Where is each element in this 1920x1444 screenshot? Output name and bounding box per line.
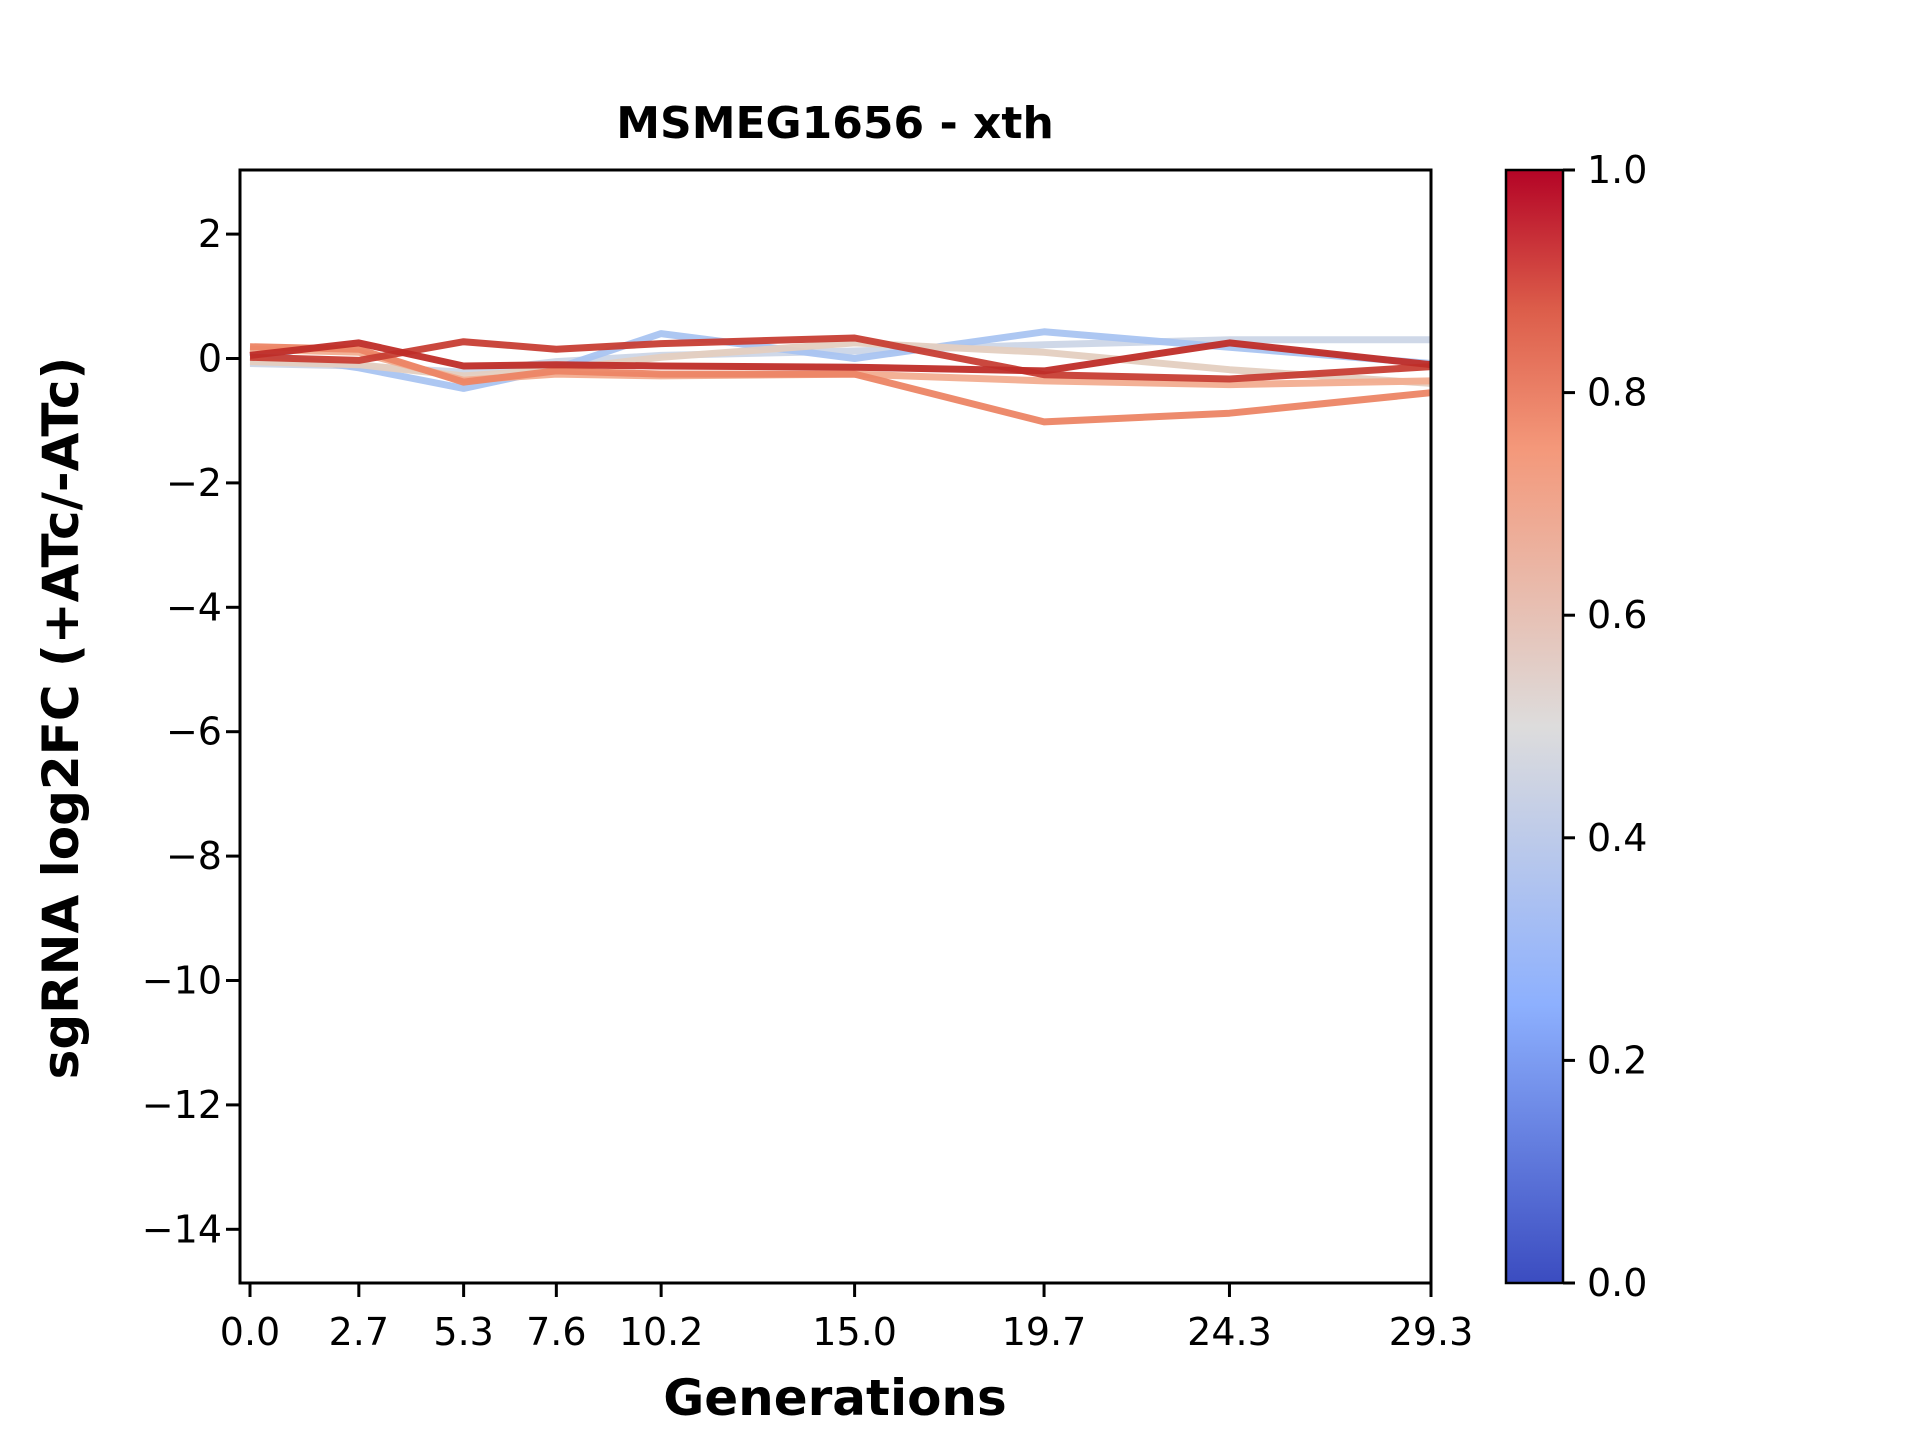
y-tick-label: −6	[166, 710, 222, 754]
colorbar-tick-label: 0.2	[1587, 1038, 1647, 1082]
x-tick-label: 7.6	[526, 1310, 586, 1354]
colorbar	[1504, 168, 1565, 1285]
x-tick-label: 0.0	[220, 1310, 280, 1354]
y-tick-label: −4	[166, 585, 222, 629]
chart-title: MSMEG1656 - xth	[616, 98, 1054, 149]
x-tick-label: 2.7	[329, 1310, 389, 1354]
x-tick-label: 5.3	[433, 1310, 493, 1354]
y-tick-label: −10	[142, 959, 222, 1003]
x-tick-label: 29.3	[1389, 1310, 1474, 1354]
colorbar-tick-label: 0.0	[1587, 1261, 1647, 1305]
y-tick-label: −2	[166, 461, 222, 505]
series-line-sgRNA-cb0.80	[249, 343, 1432, 426]
series-line-sgRNA-cb0.57	[249, 339, 1432, 387]
colorbar-tick-label: 0.4	[1587, 816, 1647, 860]
colorbar-tick-label: 0.6	[1587, 593, 1647, 637]
plot-series	[249, 328, 1432, 426]
series-line-sgRNA-cb0.35	[249, 328, 1432, 392]
x-axis-ticks: 0.0 2.7 5.3 7.6 10.2 15.0 19.7 24.3 29.3	[220, 1283, 1474, 1354]
x-axis-label: Generations	[663, 1369, 1007, 1427]
colorbar-ticks: 1.0 0.8 0.6 0.4 0.2 0.0	[1563, 148, 1647, 1305]
x-tick-label: 10.2	[619, 1310, 704, 1354]
y-tick-label: 0	[198, 337, 222, 381]
colorbar-tick-label: 1.0	[1587, 148, 1647, 192]
y-axis-ticks: 2 0 −2 −4 −6 −8 −10 −12 −14	[142, 212, 240, 1251]
colorbar-tick-label: 0.8	[1587, 371, 1647, 415]
x-tick-label: 15.0	[812, 1310, 897, 1354]
y-tick-label: 2	[198, 212, 222, 256]
y-axis-label: sgRNA log2FC (+ATc/-ATc)	[32, 357, 90, 1080]
y-tick-label: −8	[166, 834, 222, 878]
x-tick-label: 24.3	[1187, 1310, 1272, 1354]
plot-frame	[238, 168, 1433, 1285]
y-tick-label: −12	[142, 1083, 222, 1127]
x-tick-label: 19.7	[1002, 1310, 1087, 1354]
y-tick-label: −14	[142, 1207, 222, 1251]
series-line-sgRNA-cb0.97	[249, 339, 1432, 375]
